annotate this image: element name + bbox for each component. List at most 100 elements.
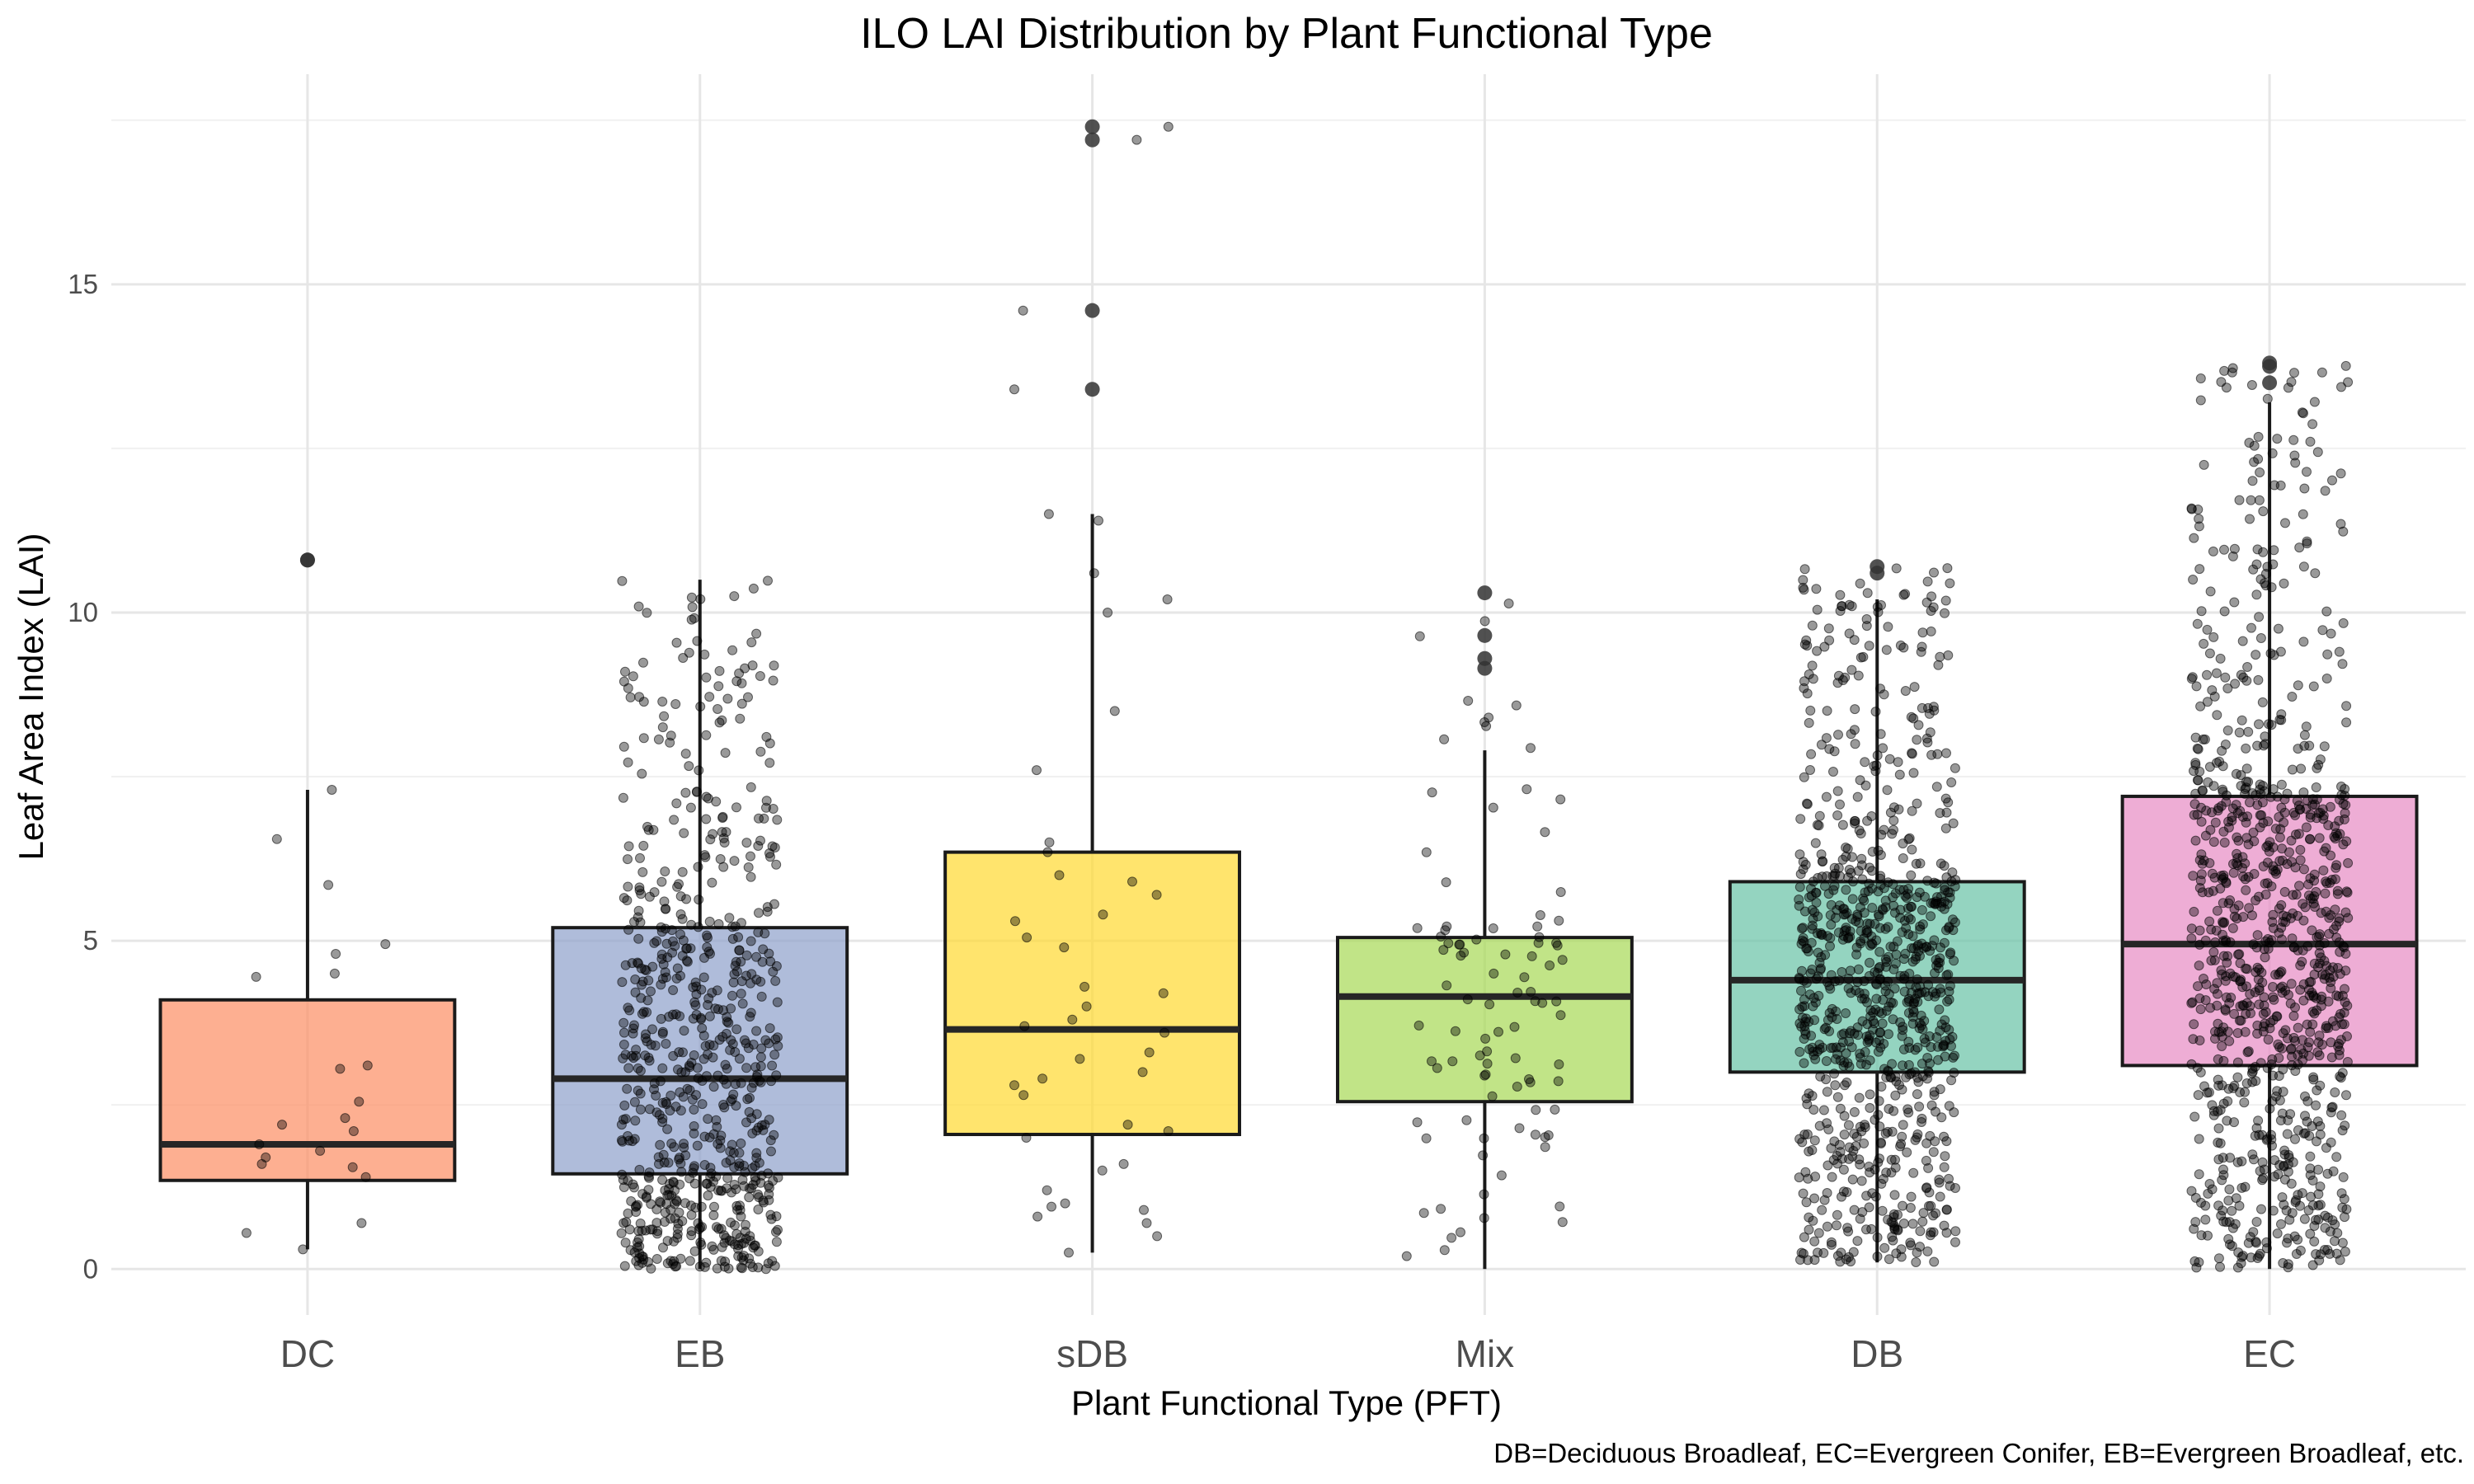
data-point-sdb: [1021, 1133, 1032, 1143]
data-point-ec: [2227, 923, 2238, 933]
data-point-db: [1917, 641, 1927, 652]
data-point-ec: [2331, 1248, 2342, 1259]
data-point-eb: [653, 734, 664, 744]
data-point-ec: [2290, 458, 2301, 468]
data-point-sdb: [1075, 1054, 1085, 1064]
data-point-ec: [2291, 890, 2302, 900]
data-point-ec: [2338, 1172, 2349, 1182]
data-point-db: [1881, 645, 1892, 655]
data-point-db: [1817, 1205, 1827, 1215]
data-point-eb: [678, 1047, 688, 1058]
data-point-eb: [704, 692, 715, 702]
data-point-sdb: [1032, 765, 1042, 776]
data-point-db: [1874, 1096, 1884, 1106]
x-tick-label-eb: EB: [675, 1332, 725, 1375]
data-point-ec: [2216, 377, 2227, 387]
data-point-dc: [362, 1060, 373, 1071]
data-point-ec: [2321, 606, 2332, 617]
data-point-db: [1829, 746, 1840, 757]
data-point-mix: [1534, 932, 1545, 942]
data-point-ec: [2299, 1214, 2310, 1224]
data-point-db: [1895, 1141, 1906, 1152]
data-point-db: [1847, 894, 1858, 904]
data-point-eb: [765, 1135, 776, 1146]
data-point-eb: [766, 1146, 776, 1157]
data-point-db: [1826, 1043, 1837, 1054]
data-point-eb: [677, 866, 688, 877]
data-point-ec: [2251, 559, 2262, 570]
data-point-db: [1872, 750, 1883, 761]
data-point-eb: [658, 1242, 668, 1253]
data-point-ec: [2304, 740, 2315, 751]
data-point-eb: [623, 854, 633, 865]
data-point-db: [1817, 929, 1827, 940]
data-point-eb: [623, 841, 634, 852]
data-point-sdb: [1139, 1205, 1149, 1215]
data-point-eb: [731, 1200, 742, 1211]
data-point-eb: [695, 1222, 706, 1233]
data-point-db: [1852, 977, 1863, 988]
data-point-db: [1903, 1007, 1914, 1018]
data-point-db: [1910, 1134, 1921, 1145]
x-axis-ticks: DC EB sDB Mix DB EC: [280, 1332, 2296, 1375]
data-point-mix: [1421, 1133, 1432, 1144]
data-point-db: [1906, 870, 1917, 881]
outlier-point-ec: [2262, 355, 2278, 371]
data-point-ec: [2193, 744, 2204, 754]
data-point-db: [1804, 989, 1815, 1000]
data-point-eb: [691, 981, 702, 992]
data-point-db: [1864, 1162, 1874, 1172]
data-point-ec: [2314, 1255, 2325, 1266]
data-point-ec: [2241, 763, 2252, 774]
data-point-mix: [1551, 996, 1562, 1007]
data-point-eb: [659, 1158, 670, 1167]
data-point-ec: [2336, 1110, 2347, 1120]
data-point-eb: [703, 1190, 713, 1201]
data-point-db: [1917, 627, 1928, 638]
data-point-eb: [754, 1192, 764, 1203]
data-point-eb: [726, 1096, 736, 1106]
data-point-eb: [635, 1065, 646, 1076]
data-point-db: [1848, 1145, 1859, 1156]
data-point-eb: [646, 1040, 656, 1050]
data-point-ec: [2339, 1007, 2349, 1018]
data-point-ec: [2259, 1164, 2269, 1175]
data-point-db: [1824, 744, 1835, 754]
data-point-mix: [1488, 802, 1498, 813]
data-point-db: [1939, 861, 1950, 871]
data-point-db: [1871, 979, 1882, 990]
data-point-ec: [2215, 1105, 2226, 1115]
data-point-mix: [1530, 1129, 1540, 1140]
data-point-eb: [745, 936, 756, 946]
data-point-eb: [633, 1085, 643, 1096]
data-point-db: [1841, 1008, 1851, 1018]
data-point-dc: [331, 949, 341, 959]
data-point-ec: [2301, 822, 2312, 833]
data-point-eb: [712, 1121, 722, 1132]
data-point-ec: [2289, 368, 2299, 378]
data-point-ec: [2253, 674, 2264, 685]
data-point-ec: [2208, 946, 2219, 957]
data-point-ec: [2263, 1034, 2274, 1045]
data-point-db: [1939, 1162, 1950, 1172]
data-point-eb: [655, 1196, 666, 1207]
data-point-db: [1924, 708, 1935, 719]
data-point-db: [1832, 810, 1843, 820]
data-point-mix: [1493, 1026, 1503, 1037]
data-point-ec: [2213, 1253, 2224, 1264]
data-point-ec: [2315, 754, 2326, 765]
data-point-db: [1823, 623, 1834, 634]
data-point-db: [1860, 1122, 1870, 1133]
data-point-db: [1887, 1059, 1898, 1069]
data-point-ec: [2192, 1063, 2203, 1073]
data-point-eb: [684, 1256, 695, 1266]
data-point-ec: [2313, 1164, 2324, 1175]
data-point-ec: [2204, 887, 2214, 898]
data-point-mix: [1479, 616, 1490, 627]
data-point-db: [1888, 1235, 1898, 1246]
data-point-sdb: [1032, 1211, 1043, 1222]
data-point-eb: [681, 956, 692, 966]
data-point-ec: [2262, 878, 2273, 889]
data-point-ec: [2217, 969, 2227, 979]
data-point-mix: [1482, 1046, 1493, 1057]
